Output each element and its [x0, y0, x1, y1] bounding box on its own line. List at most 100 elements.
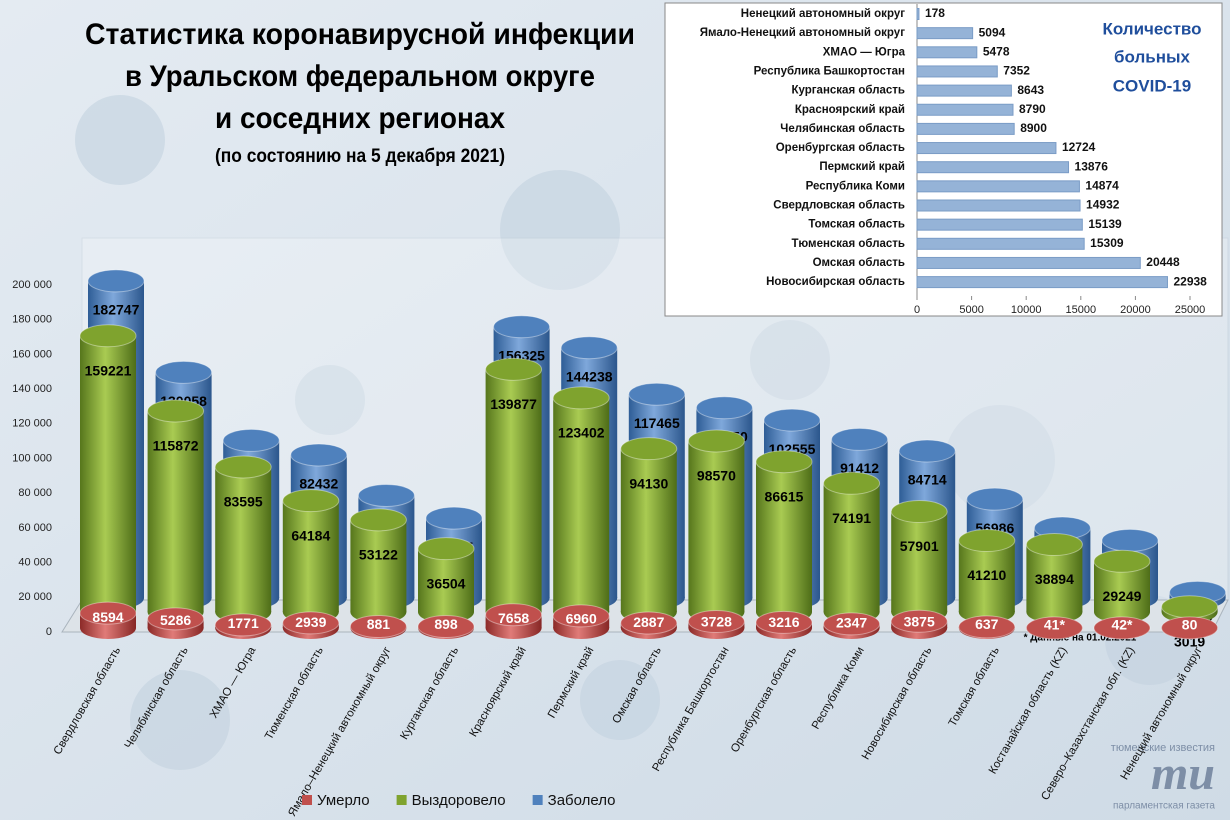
legend-swatch — [532, 795, 543, 805]
cylinder — [282, 489, 340, 623]
cylinder-top — [1101, 528, 1159, 552]
legend-label: Выздоровело — [412, 792, 506, 809]
title-line: и соседних регионах — [215, 102, 505, 135]
title-block: Статистика коронавирусной инфекции в Ура… — [85, 18, 635, 167]
cylinder-top — [755, 610, 813, 634]
bar — [916, 142, 1057, 155]
cylinder — [349, 508, 407, 623]
cylinder — [147, 607, 205, 639]
decor-viruses — [75, 95, 1195, 770]
cylinder-body — [620, 448, 677, 612]
cylinder — [417, 614, 475, 639]
cylinder — [1161, 595, 1219, 623]
y-tick-label: Тюменская область — [792, 238, 905, 250]
value-label: 8643 — [1017, 83, 1044, 97]
value-label: 83595 — [224, 494, 263, 510]
cylinder-body — [282, 500, 339, 612]
cylinder-top — [417, 614, 475, 638]
y-tick-label: 100 000 — [12, 452, 52, 464]
y-tick-label: Оренбургская область — [776, 142, 905, 154]
cylinder-top — [763, 408, 821, 432]
title-line: в Уральском федеральном округе — [125, 60, 595, 93]
value-label: 8790 — [1019, 102, 1046, 116]
cylinder-top — [425, 506, 483, 530]
cylinder-top — [628, 382, 686, 406]
value-label: 53122 — [359, 547, 398, 563]
y-tick-label: 160 000 — [12, 348, 52, 360]
y-tick-label: 140 000 — [12, 383, 52, 395]
y-tick-label: Ямало-Ненецкий автономный округ — [700, 27, 905, 39]
cylinder-top — [349, 508, 407, 532]
cylinder-top — [552, 604, 610, 628]
cylinder-top — [214, 613, 272, 637]
y-tick-label: Пермский край — [819, 161, 905, 173]
cylinder-top — [831, 427, 889, 451]
cylinder-top — [1093, 549, 1151, 573]
cylinder-top — [79, 324, 137, 348]
cylinder-body — [147, 410, 204, 612]
value-label: 6960 — [566, 611, 597, 627]
cylinder — [79, 601, 137, 639]
cylinder-top — [890, 500, 948, 524]
cylinder-body — [553, 397, 610, 612]
inset-title-line: COVID-19 — [1113, 76, 1191, 95]
cylinder-top — [620, 611, 678, 635]
value-label: 91412 — [840, 460, 879, 476]
x-tick-label: 25000 — [1175, 304, 1206, 316]
value-label: 178 — [925, 6, 945, 20]
bar — [916, 199, 1081, 212]
cylinder — [1025, 533, 1083, 623]
cylinder-top — [282, 611, 340, 635]
value-label: 98570 — [697, 468, 736, 484]
logo-top: тюменские известия — [1111, 742, 1215, 754]
cylinder-top — [695, 396, 753, 420]
value-label: 1771 — [228, 615, 259, 631]
value-label: 159221 — [85, 362, 132, 378]
cylinder — [620, 437, 678, 623]
cylinder-top — [560, 336, 618, 360]
cylinder — [890, 500, 948, 623]
cylinder — [214, 455, 272, 623]
x-tick-label: 5000 — [959, 304, 983, 316]
value-label: 14932 — [1086, 198, 1120, 212]
cylinder-top — [898, 439, 956, 463]
cylinder-body — [350, 519, 407, 612]
cylinder-top — [552, 386, 610, 410]
cylinder-top — [1093, 616, 1151, 640]
value-label: 64184 — [291, 527, 330, 543]
value-label: 5286 — [160, 612, 191, 628]
y-tick-label: Красноярский край — [795, 104, 905, 116]
bar — [916, 103, 1014, 116]
cylinder-body — [80, 335, 136, 612]
value-label: 8594 — [92, 609, 123, 625]
bar — [916, 237, 1085, 250]
y-tick-label: 200 000 — [12, 279, 52, 291]
cylinder-top — [282, 489, 340, 513]
value-label: 57901 — [900, 538, 939, 554]
y-tick-label: 60 000 — [18, 522, 52, 534]
value-label: 12724 — [1062, 140, 1096, 154]
bar — [916, 65, 998, 78]
logo-bottom: парламентская газета — [1113, 801, 1215, 812]
bar — [916, 27, 974, 40]
value-label: 144238 — [566, 368, 613, 384]
value-label: 82432 — [299, 476, 338, 492]
title-line: Статистика коронавирусной инфекции — [85, 18, 635, 51]
value-label: 14874 — [1085, 179, 1119, 193]
cylinder-top — [1025, 616, 1083, 640]
cylinder-top — [687, 429, 745, 453]
value-label: 115872 — [153, 438, 199, 454]
cylinder — [958, 615, 1016, 639]
cylinder-top — [214, 455, 272, 479]
cylinder — [349, 614, 407, 639]
cylinder — [282, 611, 340, 639]
cylinder-top — [687, 610, 745, 634]
cylinder-top — [485, 603, 543, 627]
value-label: 2939 — [295, 614, 326, 630]
value-label: 29249 — [1103, 588, 1142, 604]
value-label: 42* — [1111, 617, 1133, 633]
y-tick-label: 40 000 — [18, 557, 52, 569]
cylinder-top — [147, 607, 205, 631]
cylinder-top — [620, 437, 678, 461]
